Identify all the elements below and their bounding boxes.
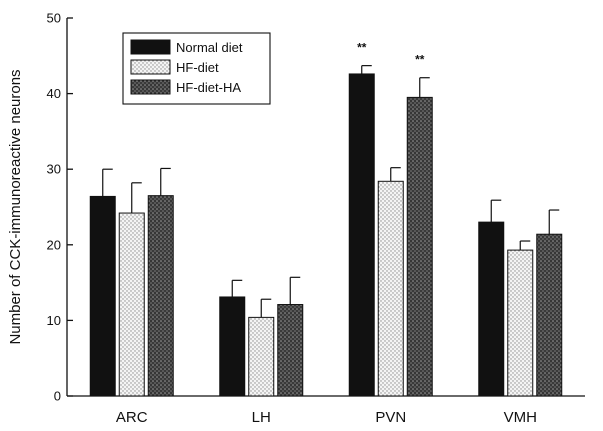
bar-vmh-2 <box>536 233 563 397</box>
y-tick-label: 50 <box>47 11 61 26</box>
bar-arc-0 <box>89 195 116 397</box>
significance-marker: ** <box>415 53 425 67</box>
bar-lh-2 <box>277 304 304 397</box>
bar-arc-1 <box>118 212 145 397</box>
y-axis-label: Number of CCK-immunoreactive neurons <box>7 69 24 344</box>
x-category-label: ARC <box>116 409 148 426</box>
x-category-label: PVN <box>375 409 406 426</box>
y-tick-label: 30 <box>47 162 61 177</box>
significance-marker: ** <box>357 41 367 55</box>
error-bars-group <box>102 65 560 318</box>
bar-vmh-0 <box>478 221 505 397</box>
bar-lh-1 <box>248 316 275 397</box>
y-axis: 0 10 20 30 40 50 <box>47 11 73 404</box>
legend-swatch <box>130 59 171 75</box>
x-category-label: VMH <box>504 409 537 426</box>
significance-annotations: ** ** <box>357 41 425 67</box>
y-tick-label: 20 <box>47 237 61 252</box>
bars-group <box>89 73 563 397</box>
bar-vmh-1 <box>507 249 534 397</box>
legend-entry-label: HF-diet-HA <box>176 80 241 95</box>
legend-swatch <box>130 79 171 95</box>
y-tick-label: 10 <box>47 313 61 328</box>
legend: Normal diet HF-diet HF-diet-HA <box>122 32 271 105</box>
x-category-label: LH <box>252 409 271 426</box>
legend-entry-label: Normal diet <box>176 40 243 55</box>
legend-entry-label: HF-diet <box>176 60 219 75</box>
bar-pvn-0 <box>348 73 375 397</box>
bar-pvn-2 <box>406 96 433 397</box>
x-axis: ARC LH PVN VMH <box>67 395 585 426</box>
bar-pvn-1 <box>377 180 404 397</box>
legend-swatch <box>130 39 171 55</box>
bar-lh-0 <box>219 296 246 397</box>
y-tick-label: 40 <box>47 86 61 101</box>
bar-arc-2 <box>147 195 174 397</box>
y-tick-label: 0 <box>54 389 61 404</box>
